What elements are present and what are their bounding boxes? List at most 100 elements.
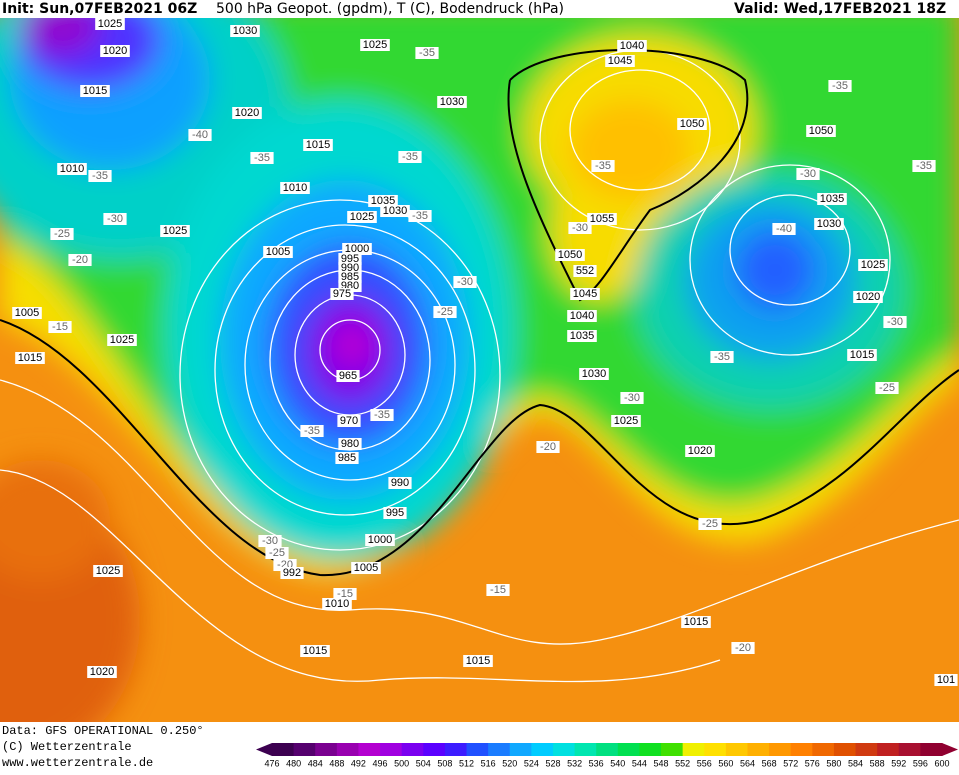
isobar-label: 1005: [354, 562, 378, 574]
isobar-label: 970: [340, 415, 358, 427]
colorbar-label: 600: [934, 758, 949, 768]
colorbar-end: [256, 743, 272, 756]
isobar-label: 965: [339, 370, 357, 382]
label-box: [93, 565, 123, 577]
label-box: [486, 584, 510, 596]
colorbar-swatch: [423, 743, 446, 756]
temperature-label: -35: [92, 170, 108, 182]
colorbar-swatch: [336, 743, 359, 756]
temperature-label: -35: [412, 210, 428, 222]
label-box: [337, 415, 361, 427]
label-box: [230, 25, 260, 37]
isobar-label: 1010: [60, 163, 84, 175]
label-box: [611, 415, 641, 427]
colorbar: 476 480 484 488 492 496 500 504 508 512 516 520 524 5…: [256, 743, 958, 768]
temperature-label: -35: [402, 151, 418, 163]
isobar-label: 1035: [570, 330, 594, 342]
colorbar-label: 568: [762, 758, 777, 768]
temperature-label: -25: [269, 547, 285, 559]
header-bar: [0, 0, 959, 18]
label-box: [555, 249, 585, 261]
isobar-label: 1030: [582, 368, 606, 380]
temperature-label: -35: [374, 409, 390, 421]
colorbar-label: 556: [697, 758, 712, 768]
colorbar-swatch: [466, 743, 489, 756]
label-box: [814, 218, 844, 230]
isobar-label: 1005: [15, 307, 39, 319]
label-box: [303, 139, 333, 151]
temperature-label: -40: [192, 129, 208, 141]
colorbar-swatch: [920, 743, 943, 756]
map-labels: 1025102010151010-35-30-25-201005-1510151…: [12, 18, 958, 686]
colorbar-label: 484: [308, 758, 323, 768]
isobar-label: 1025: [110, 334, 134, 346]
label-box: [338, 438, 362, 450]
data-source: Data: GFS OPERATIONAL 0.250°: [2, 724, 204, 738]
colorbar-label: 564: [740, 758, 755, 768]
label-box: [415, 47, 439, 59]
colorbar-label: 504: [416, 758, 431, 768]
temperature-label: -20: [72, 254, 88, 266]
label-box: [567, 310, 597, 322]
isobar-label: 1050: [680, 118, 704, 130]
label-box: [568, 222, 592, 234]
temperature-label: -40: [776, 223, 792, 235]
label-box: [87, 666, 117, 678]
colorbar-swatch: [790, 743, 813, 756]
colorbar-swatch: [639, 743, 662, 756]
label-box: [408, 210, 432, 222]
label-box: [88, 170, 112, 182]
label-box: [388, 477, 412, 489]
temperature-label: -35: [419, 47, 435, 59]
isobar-label: 975: [333, 288, 351, 300]
label-box: [368, 195, 398, 207]
temperature-label: -35: [714, 351, 730, 363]
colorbar-label: 596: [913, 758, 928, 768]
colorbar-label: 584: [848, 758, 863, 768]
colorbar-label: 576: [805, 758, 820, 768]
isobar-label: 1040: [620, 40, 644, 52]
label-box: [333, 588, 357, 600]
label-box: [587, 213, 617, 225]
temperature-label: -30: [262, 535, 278, 547]
colorbar-label: 580: [826, 758, 841, 768]
label-box: [772, 223, 796, 235]
isobar-label: 1030: [440, 96, 464, 108]
label-box: [360, 39, 390, 51]
isobar-label: 1015: [466, 655, 490, 667]
label-box: [677, 118, 707, 130]
isobar-label: 1010: [283, 182, 307, 194]
colorbar-swatch: [401, 743, 424, 756]
label-box: [322, 598, 352, 610]
colorbar-swatch: [898, 743, 921, 756]
label-box: [698, 518, 722, 530]
label-box: [570, 288, 600, 300]
label-box: [12, 307, 42, 319]
colorbar-label: 572: [783, 758, 798, 768]
label-box: [398, 151, 422, 163]
label-box: [617, 40, 647, 52]
isobar-label: 1055: [590, 213, 614, 225]
colorbar-label: 524: [524, 758, 539, 768]
label-box: [50, 228, 74, 240]
label-box: [250, 152, 274, 164]
label-box: [95, 18, 125, 30]
label-box: [806, 125, 836, 137]
label-box: [335, 452, 359, 464]
isobar-label: 1045: [608, 55, 632, 67]
isobar-label: 1020: [235, 107, 259, 119]
website: www.wetterzentrale.de: [2, 756, 153, 770]
colorbar-swatch: [855, 743, 878, 756]
temperature-label: -25: [879, 382, 895, 394]
label-box: [300, 425, 324, 437]
copyright: (C) Wetterzentrale: [2, 740, 132, 754]
label-box: [15, 352, 45, 364]
colorbar-swatch: [531, 743, 554, 756]
isobar-label: 1020: [856, 291, 880, 303]
colorbar-label: 512: [459, 758, 474, 768]
colorbar-swatch: [293, 743, 316, 756]
label-box: [796, 168, 820, 180]
colorbar-label: 544: [632, 758, 647, 768]
isobar-label: 1035: [371, 195, 395, 207]
